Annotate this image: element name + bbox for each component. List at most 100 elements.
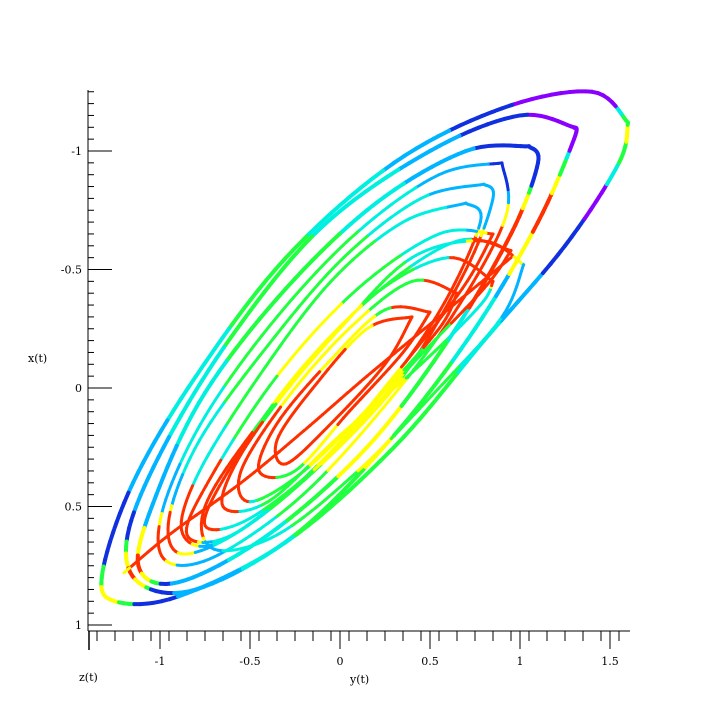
trajectory-segment	[268, 374, 279, 388]
trajectory-segment	[427, 310, 432, 316]
trajectory-segment	[409, 315, 414, 322]
trajectory-segment	[312, 460, 325, 472]
trajectory-segment	[290, 518, 302, 528]
trajectory-segment	[323, 491, 335, 502]
trajectory-segment	[344, 258, 355, 269]
trajectory-segment	[422, 331, 433, 346]
trajectory-segment	[381, 215, 393, 225]
trajectory-segment	[442, 321, 453, 333]
trajectory-segment	[323, 443, 334, 455]
trajectory-segment	[261, 411, 271, 424]
trajectory-segment	[513, 250, 524, 266]
trajectory-segment	[334, 451, 346, 464]
trajectory-segment	[322, 279, 333, 291]
trajectory-segment	[447, 330, 457, 340]
trajectory-segment	[389, 266, 400, 276]
trajectory-segment	[388, 375, 399, 387]
trajectory-segment	[442, 297, 452, 313]
trajectory-segment	[426, 380, 439, 396]
trajectory-segment	[302, 516, 318, 529]
trajectory-segment	[429, 391, 443, 407]
trajectory-segment	[396, 161, 412, 172]
trajectory-segment	[328, 231, 342, 245]
trajectory-segment	[237, 394, 248, 408]
trajectory-segment	[199, 367, 211, 384]
trajectory-segment	[443, 315, 454, 329]
trajectory-segment	[243, 437, 253, 449]
trajectory-segment	[358, 424, 370, 437]
trajectory-segment	[461, 288, 473, 299]
trajectory-segment	[179, 402, 190, 418]
z-axis-label: z(t)	[79, 671, 98, 684]
trajectory-segment	[285, 500, 297, 511]
trajectory-segment	[279, 485, 289, 495]
trajectory-segment	[206, 356, 219, 372]
trajectory-segment	[282, 524, 294, 533]
trajectory-segment	[394, 371, 406, 384]
trajectory-segment	[460, 305, 472, 321]
trajectory-segment	[437, 378, 448, 390]
trajectory-segment	[373, 266, 385, 277]
trajectory-segment	[267, 402, 278, 415]
trajectory-segment	[286, 374, 297, 387]
trajectory-segment	[485, 269, 497, 279]
trajectory-segment	[215, 385, 226, 399]
trajectory-segment	[276, 507, 289, 518]
trajectory-segment	[323, 310, 335, 322]
trajectory-segment	[419, 356, 430, 366]
trajectory-segment	[364, 453, 376, 465]
trajectory-segment	[352, 304, 363, 315]
trajectory-segment	[331, 484, 344, 495]
trajectory-segment	[445, 302, 457, 313]
trajectory-segment	[336, 265, 348, 276]
trajectory-segment	[214, 345, 227, 361]
trajectory-segment	[453, 316, 465, 332]
trajectory-segment	[450, 348, 463, 363]
trajectory-segment	[527, 144, 532, 150]
trajectory-segment	[316, 483, 331, 497]
trajectory-segment	[356, 461, 368, 473]
trajectory-segment	[266, 334, 277, 347]
trajectory-segment	[146, 439, 157, 455]
trajectory-segment	[250, 374, 261, 388]
trajectory-segment	[262, 502, 274, 512]
trajectory-segment	[272, 265, 286, 282]
trajectory-segment	[444, 371, 455, 382]
trajectory-segment	[378, 393, 390, 407]
trajectory-segment	[453, 295, 465, 306]
trajectory-segment	[415, 327, 426, 337]
minor-ticks	[88, 91, 620, 641]
trajectory-segment	[230, 449, 241, 462]
trajectory-segment	[273, 405, 283, 417]
trajectory-segment	[364, 273, 377, 283]
trajectory-segment	[202, 502, 214, 512]
trajectory-segment	[373, 221, 385, 232]
trajectory-segment	[309, 457, 319, 467]
trajectory-segment	[172, 396, 184, 412]
trajectory-segment	[285, 510, 300, 523]
trajectory-segment	[351, 251, 362, 262]
trajectory-segment	[399, 393, 412, 408]
x-axis-ticks: -1 -0.5 0 0.5 1 1.5	[155, 631, 619, 668]
trajectory-segment	[237, 354, 248, 368]
trajectory-segment	[381, 160, 396, 173]
trajectory-segment	[442, 358, 455, 374]
trajectory-segment	[337, 318, 349, 330]
trajectory-segment	[214, 475, 223, 487]
trajectory-segment	[359, 176, 375, 190]
trajectory-segment	[348, 286, 360, 298]
trajectory-segment	[293, 524, 307, 537]
trajectory-segment	[430, 315, 441, 325]
trajectory-segment	[321, 346, 332, 357]
trajectory-segment	[257, 428, 266, 440]
trajectory-segment	[395, 368, 406, 379]
trajectory-segment	[257, 412, 268, 426]
trajectory-segment	[266, 296, 280, 311]
trajectory-segment	[438, 380, 452, 396]
trajectory-segment	[313, 506, 328, 521]
trajectory-segment	[421, 345, 433, 359]
trajectory-segment	[407, 154, 422, 166]
trajectory-segment	[315, 318, 327, 331]
trajectory-segment	[399, 265, 412, 275]
